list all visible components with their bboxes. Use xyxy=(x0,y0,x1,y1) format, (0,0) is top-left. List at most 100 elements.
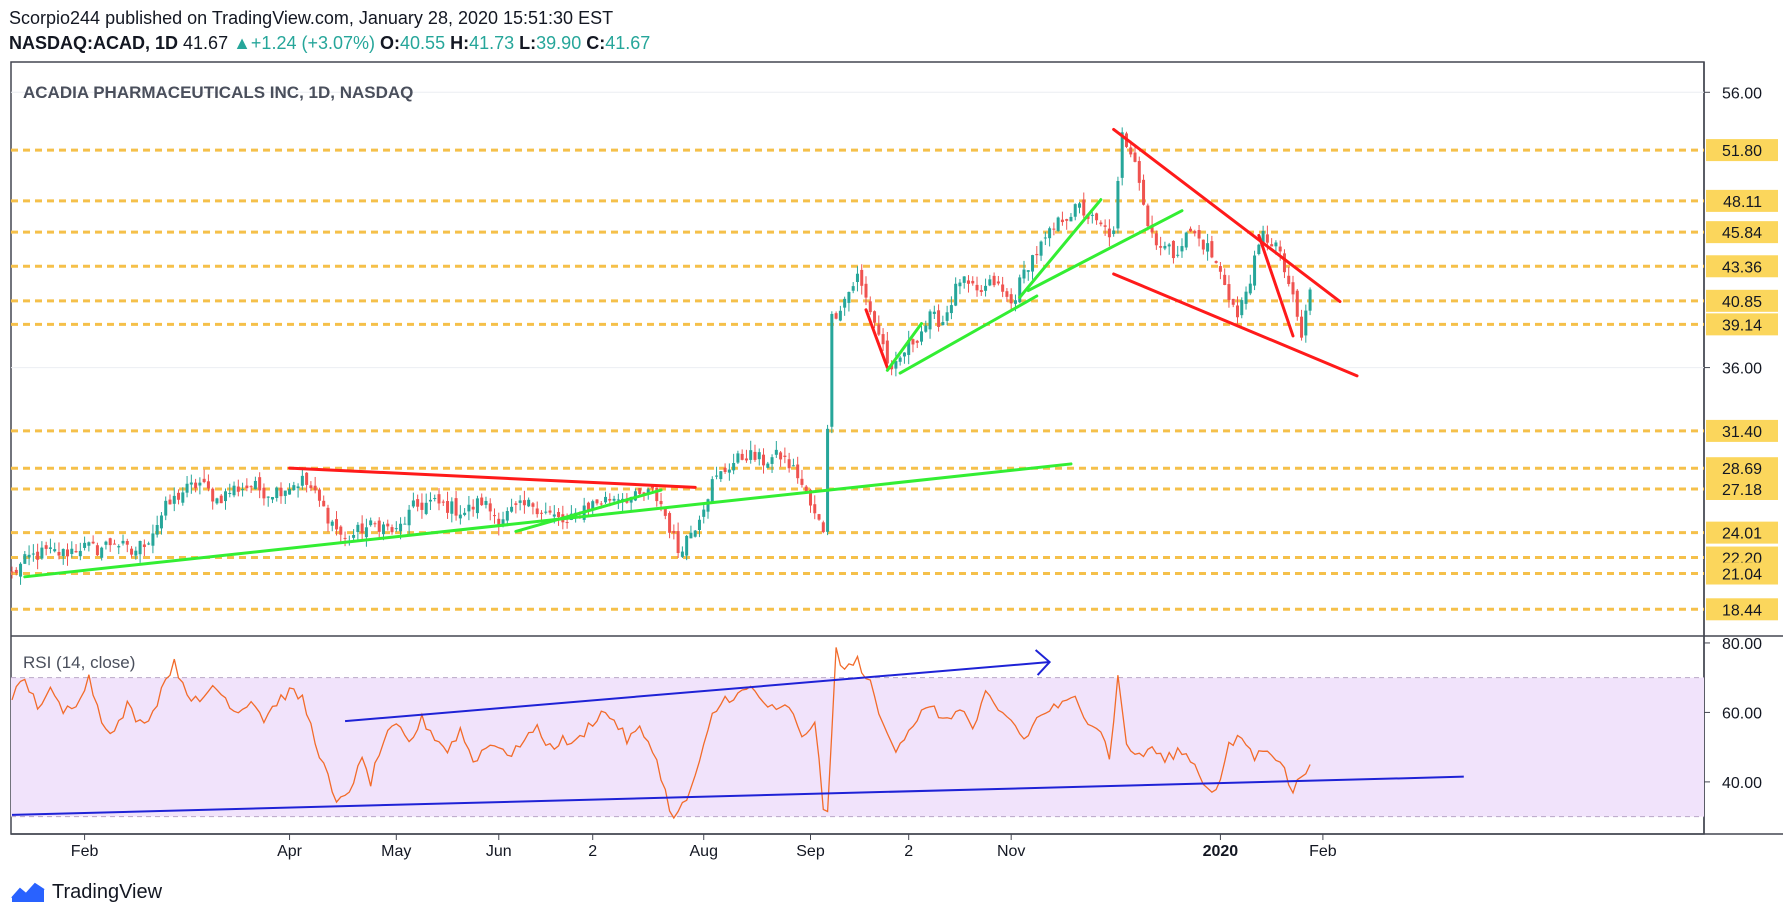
candle-body xyxy=(907,340,911,355)
candle-body xyxy=(651,486,654,489)
candle-body xyxy=(1201,239,1205,250)
candle-body xyxy=(659,501,663,505)
candle-body xyxy=(1056,217,1060,231)
candle-body xyxy=(1001,284,1005,292)
candle-body xyxy=(689,532,693,539)
price-pane-title: ACADIA PHARMACEUTICALS INC, 1D, NASDAQ xyxy=(23,83,413,102)
red-trendline xyxy=(1112,272,1359,378)
candle-body xyxy=(488,503,492,512)
candle-body xyxy=(783,455,787,457)
rsi-tick-label: 80.00 xyxy=(1722,636,1762,653)
candle-body xyxy=(394,528,398,530)
candle-body xyxy=(330,521,334,526)
candle-body xyxy=(142,544,146,548)
candle-body xyxy=(300,475,304,486)
candle-body xyxy=(1227,284,1231,300)
candle-body xyxy=(1082,199,1086,216)
candle-body xyxy=(1159,246,1163,248)
rsi-pane-title: RSI (14, close) xyxy=(23,653,135,672)
candle-body xyxy=(992,275,996,286)
candle-body xyxy=(399,523,403,532)
candle-body xyxy=(275,487,279,498)
candle-body xyxy=(676,531,680,554)
candle-body xyxy=(360,523,364,534)
candle-body xyxy=(753,451,757,460)
candle-body xyxy=(770,457,774,464)
candle-body xyxy=(168,499,172,505)
up-arrow-icon: ▲ xyxy=(233,33,251,53)
price-level-tag xyxy=(1706,562,1778,585)
candle-body xyxy=(1060,219,1064,223)
time-tick-label: Jun xyxy=(486,843,512,860)
candle-body xyxy=(424,502,428,514)
candle-body xyxy=(1163,245,1167,249)
candle-body xyxy=(996,281,1000,284)
candle-body xyxy=(10,571,14,573)
candle-body xyxy=(1052,228,1056,230)
high-value: 41.73 xyxy=(469,33,515,53)
candle-body xyxy=(1018,277,1022,303)
candle-body xyxy=(177,492,181,500)
candle-body xyxy=(215,498,219,504)
candle-body xyxy=(1133,152,1137,162)
candle-body xyxy=(565,522,569,524)
candle-body xyxy=(266,496,270,498)
candle-body xyxy=(1257,244,1261,255)
candle-body xyxy=(471,506,475,510)
candle-body xyxy=(727,469,731,473)
candle-body xyxy=(984,285,988,291)
candle-body xyxy=(1069,216,1073,222)
price-level-label: 51.80 xyxy=(1722,143,1762,160)
price-axis[interactable]: 56.00 36.00 51.80 48.11 45.84 43.36 40.85 39.14… xyxy=(1704,85,1778,621)
candle-body xyxy=(902,352,906,357)
candle-body xyxy=(612,498,616,501)
candle-body xyxy=(898,357,902,362)
candle-body xyxy=(595,499,599,504)
open-value: 40.55 xyxy=(400,33,446,53)
time-tick-label: May xyxy=(381,843,411,860)
candle-body xyxy=(668,513,672,533)
time-tick-label: Apr xyxy=(277,843,303,860)
candle-body xyxy=(386,523,390,527)
candle-body xyxy=(1129,147,1133,155)
candle-body xyxy=(1189,228,1193,232)
candle-body xyxy=(1278,246,1282,252)
candle-body xyxy=(484,500,488,505)
trendlines[interactable] xyxy=(23,127,1359,579)
price-level-tag xyxy=(1706,457,1778,480)
rsi-line xyxy=(11,647,1311,820)
candle-body xyxy=(821,522,825,533)
time-axis[interactable]: Feb Apr May Jun 2 Aug Sep 2 Nov 2020 Feb xyxy=(71,834,1337,860)
footer-brand[interactable]: TradingView xyxy=(10,880,162,904)
price-level-label: 24.01 xyxy=(1722,526,1762,543)
candle-body xyxy=(855,273,859,283)
candle-body xyxy=(591,501,595,511)
candle-body xyxy=(1013,300,1017,304)
candle-body xyxy=(83,542,87,548)
price-level-label: 27.18 xyxy=(1722,482,1762,499)
candle-body xyxy=(873,311,877,323)
green-trendline xyxy=(514,488,663,533)
candle-body xyxy=(924,325,928,332)
red-trendline xyxy=(288,466,697,489)
candle-body xyxy=(1039,241,1043,256)
candle-body xyxy=(95,545,99,556)
candle-body xyxy=(1005,291,1009,297)
candle-body xyxy=(1193,231,1197,234)
close-value: 41.67 xyxy=(605,33,651,53)
candle-body xyxy=(224,491,227,502)
price-level-tag xyxy=(1706,598,1778,621)
candle-body xyxy=(288,488,292,495)
candle-body xyxy=(343,537,347,539)
rsi-tick-label: 60.00 xyxy=(1722,705,1762,722)
rsi-axis[interactable]: 80.00 60.00 40.00 xyxy=(1704,636,1762,792)
time-tick-label: Sep xyxy=(796,843,825,860)
low-value: 39.90 xyxy=(536,33,582,53)
candle-body xyxy=(125,541,129,545)
candle-body xyxy=(1235,305,1239,318)
candle-body xyxy=(979,290,983,293)
candle-body xyxy=(194,482,198,489)
candle-body xyxy=(552,514,556,517)
candle-body xyxy=(164,500,168,516)
